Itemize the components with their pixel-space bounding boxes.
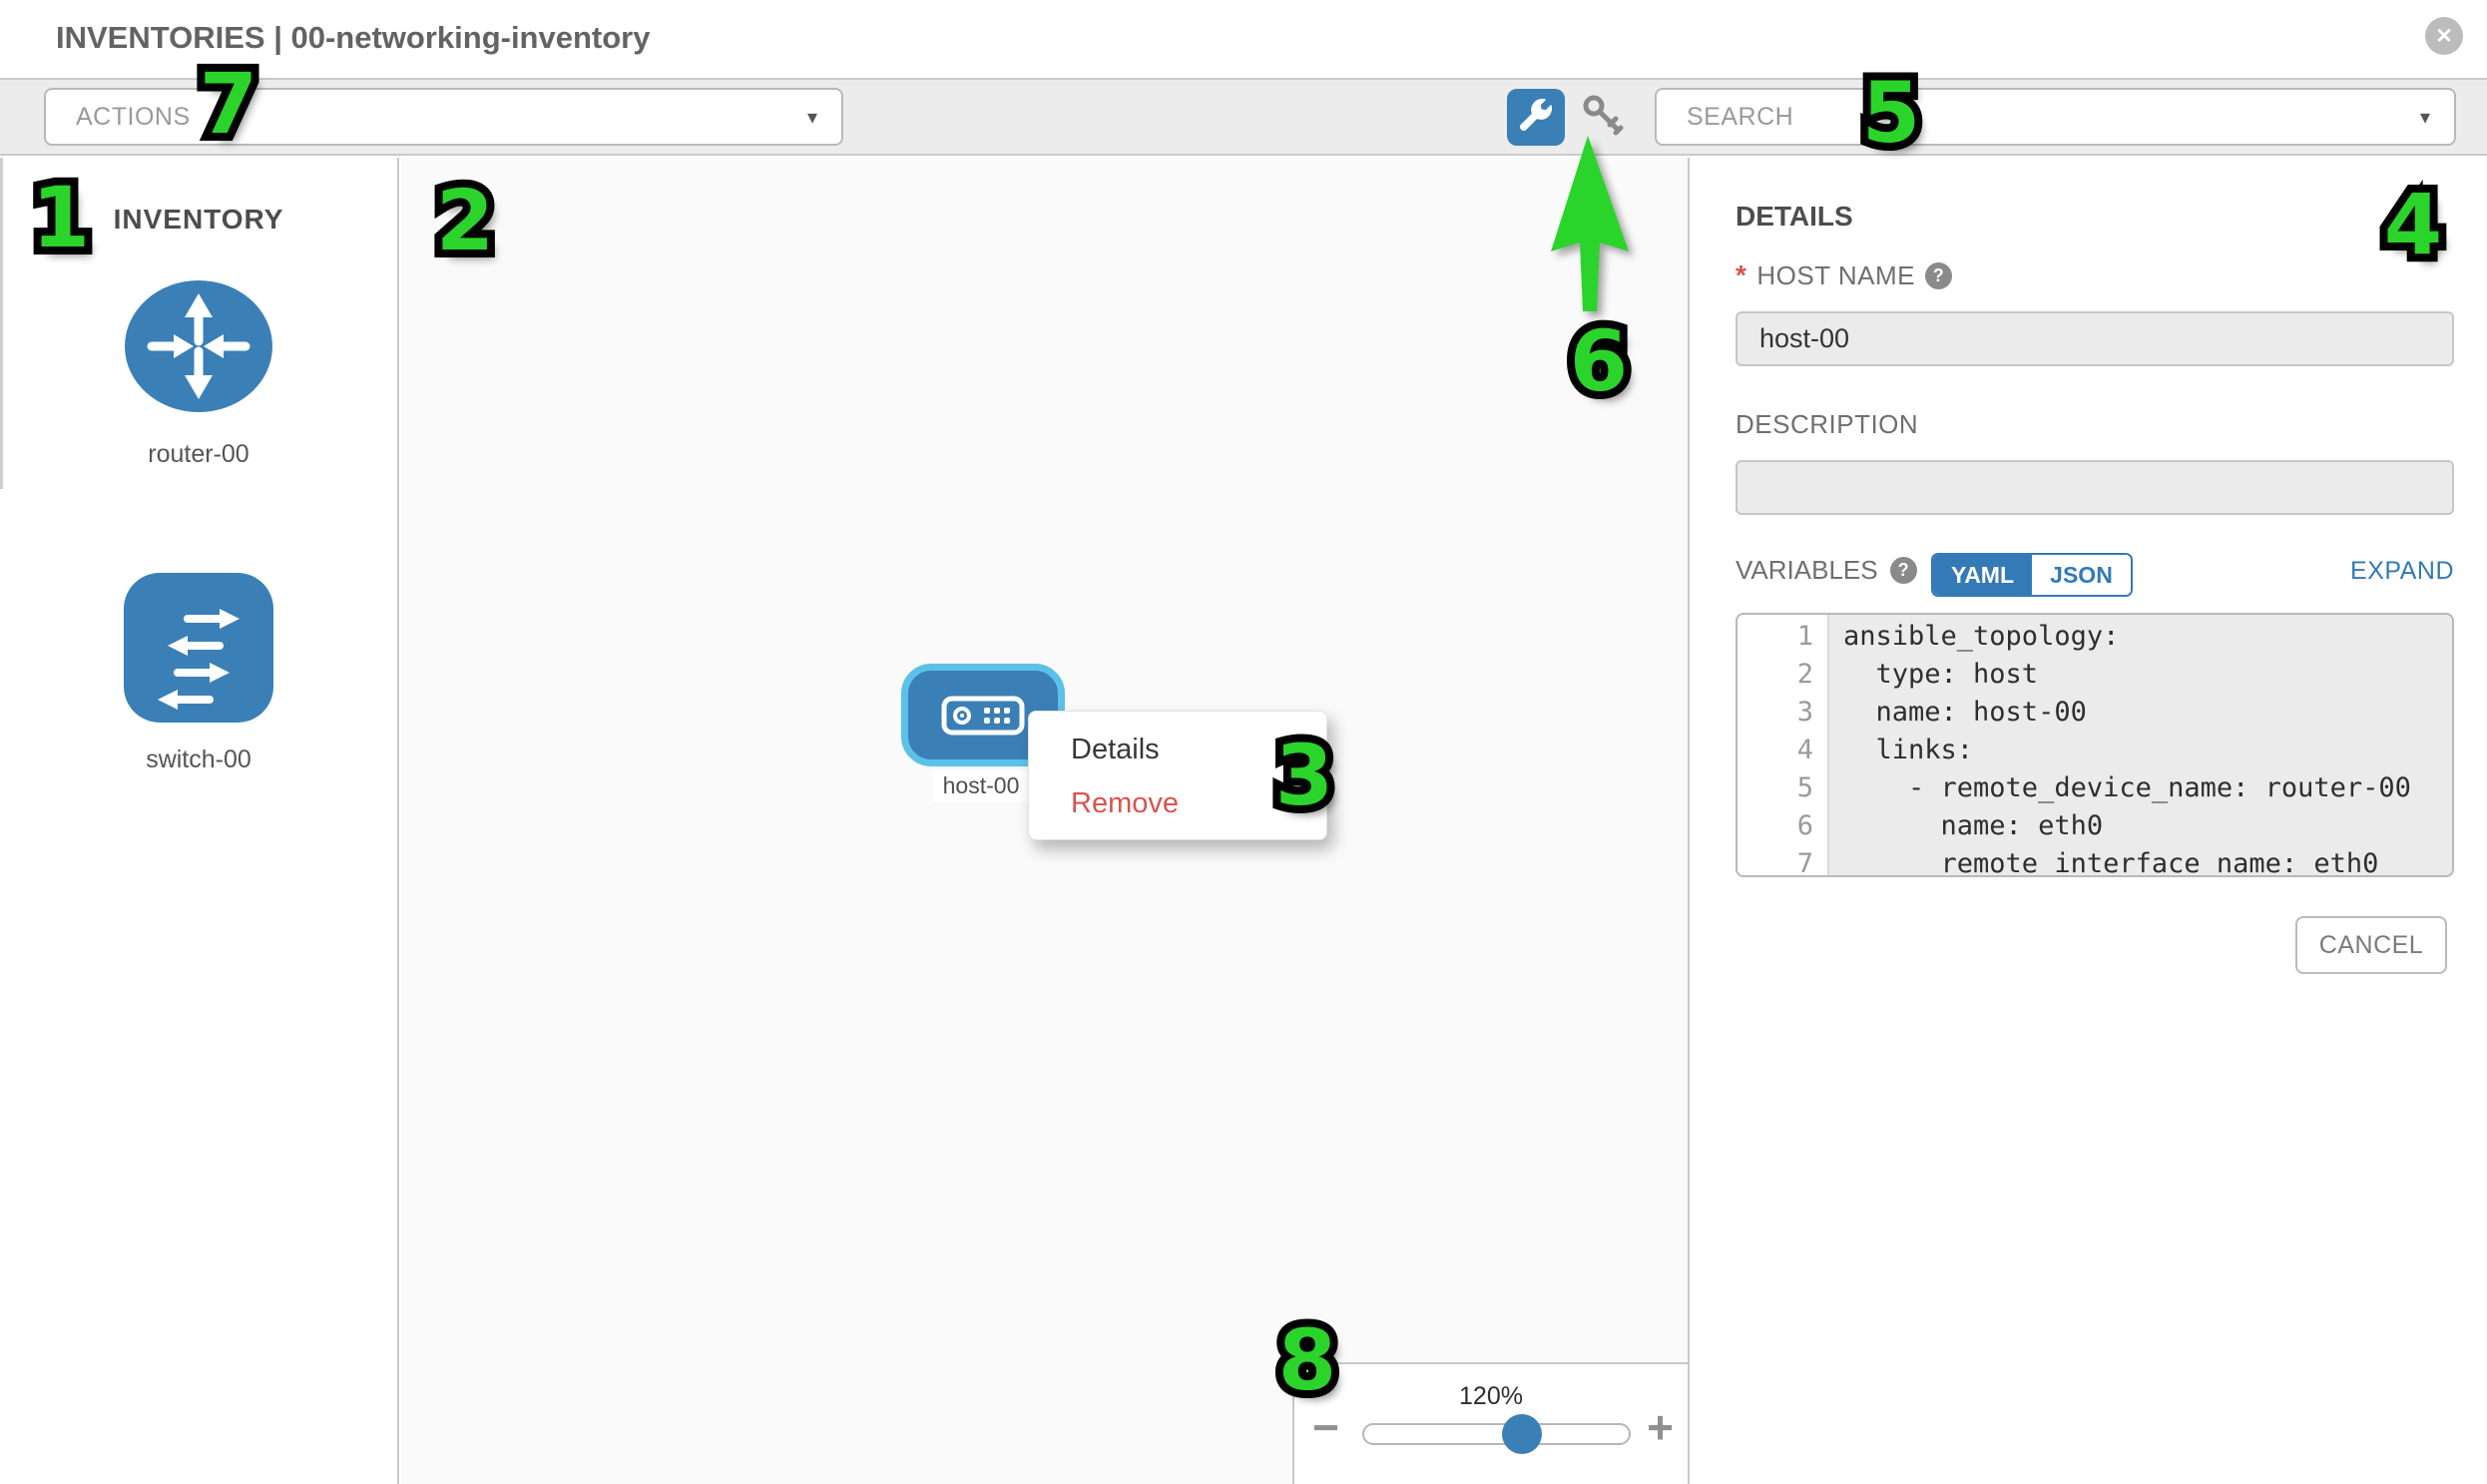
variables-label: VARIABLES xyxy=(1736,555,1878,585)
zoom-in-button[interactable]: + xyxy=(1647,1401,1674,1453)
details-panel: DETAILS * HOST NAME ? host-00 DESCRIPTIO… xyxy=(1692,158,2487,1484)
zoom-slider-thumb[interactable] xyxy=(1502,1414,1542,1454)
code-line: type: host xyxy=(1843,659,2039,690)
actions-dropdown-label: ACTIONS xyxy=(76,102,191,131)
search-dropdown[interactable]: SEARCH ▾ xyxy=(1655,88,2456,146)
credentials-key-button[interactable] xyxy=(1579,89,1625,146)
help-icon[interactable]: ? xyxy=(1925,261,1953,289)
sidebar-item-switch-00[interactable]: switch-00 xyxy=(0,573,397,773)
details-heading: DETAILS xyxy=(1736,201,1853,232)
variables-format-toggle: YAML JSON xyxy=(1931,553,2133,597)
node-context-menu: Details Remove xyxy=(1028,711,1327,840)
host-name-label-row: * HOST NAME ? xyxy=(1736,259,1953,291)
header: INVENTORIES | 00-networking-inventory ✕ xyxy=(0,0,2487,78)
cancel-button[interactable]: CANCEL xyxy=(2295,916,2447,974)
close-icon[interactable]: ✕ xyxy=(2425,17,2463,55)
sidebar-item-router-00[interactable]: router-00 xyxy=(0,279,397,468)
editor-line-numbers: 1 2 3 4 5 6 7 xyxy=(1738,615,1829,875)
host-node-label: host-00 xyxy=(933,770,1029,801)
code-line: - remote_device_name: router-00 xyxy=(1843,772,2411,803)
key-icon xyxy=(1579,92,1625,143)
code-line: name: host-00 xyxy=(1843,697,2087,728)
tab-json[interactable]: JSON xyxy=(2032,555,2131,595)
topology-canvas[interactable]: host-00 Details Remove 120% − + xyxy=(401,158,1690,1484)
variables-row: VARIABLES ? YAML JSON EXPAND xyxy=(1736,553,2454,599)
tab-yaml[interactable]: YAML xyxy=(1933,555,2032,595)
zoom-out-button[interactable]: − xyxy=(1312,1401,1339,1453)
router-icon xyxy=(0,279,397,418)
close-x-glyph: ✕ xyxy=(2435,24,2453,48)
wrench-icon xyxy=(1519,98,1553,136)
page-title: INVENTORIES | 00-networking-inventory xyxy=(56,20,651,55)
host-name-label: HOST NAME xyxy=(1756,259,1916,290)
sidebar-item-label: switch-00 xyxy=(146,745,251,773)
code-line: links: xyxy=(1843,735,1974,765)
inventory-sidebar: INVENTORY router-00 xyxy=(0,158,399,1484)
variables-code-editor[interactable]: 1 2 3 4 5 6 7 ansible_topology: type: ho… xyxy=(1736,613,2454,877)
search-placeholder: SEARCH xyxy=(1687,102,1794,131)
sidebar-edge-divider xyxy=(0,158,3,489)
host-name-field[interactable]: host-00 xyxy=(1736,311,2454,366)
context-menu-details[interactable]: Details xyxy=(1071,734,1160,765)
zoom-slider-track[interactable] xyxy=(1362,1423,1631,1445)
context-menu-remove[interactable]: Remove xyxy=(1071,787,1179,819)
chevron-down-icon: ▾ xyxy=(806,106,817,129)
actions-dropdown[interactable]: ACTIONS ▾ xyxy=(44,88,843,146)
description-label: DESCRIPTION xyxy=(1736,409,1919,439)
sidebar-item-label: router-00 xyxy=(148,440,249,468)
help-icon[interactable]: ? xyxy=(1889,557,1917,584)
editor-code-lines: ansible_topology: type: host name: host-… xyxy=(1829,615,2452,875)
code-line: ansible_topology: xyxy=(1843,621,2120,652)
chevron-down-icon: ▾ xyxy=(2419,106,2430,129)
configure-tools-button[interactable] xyxy=(1507,89,1565,146)
toolbar: ACTIONS ▾ SEARCH ▾ xyxy=(0,78,2487,156)
inventory-heading: INVENTORY xyxy=(113,204,284,235)
required-marker: * xyxy=(1736,259,1747,290)
code-line: remote_interface_name: eth0 xyxy=(1843,848,2379,877)
zoom-control-panel: 120% − + xyxy=(1292,1362,1688,1484)
zoom-level-value: 120% xyxy=(1459,1382,1523,1410)
host-icon xyxy=(941,696,1025,735)
description-field[interactable] xyxy=(1736,460,2454,515)
expand-link[interactable]: EXPAND xyxy=(2350,557,2454,585)
code-line: name: eth0 xyxy=(1843,810,2104,841)
switch-icon xyxy=(0,573,397,728)
